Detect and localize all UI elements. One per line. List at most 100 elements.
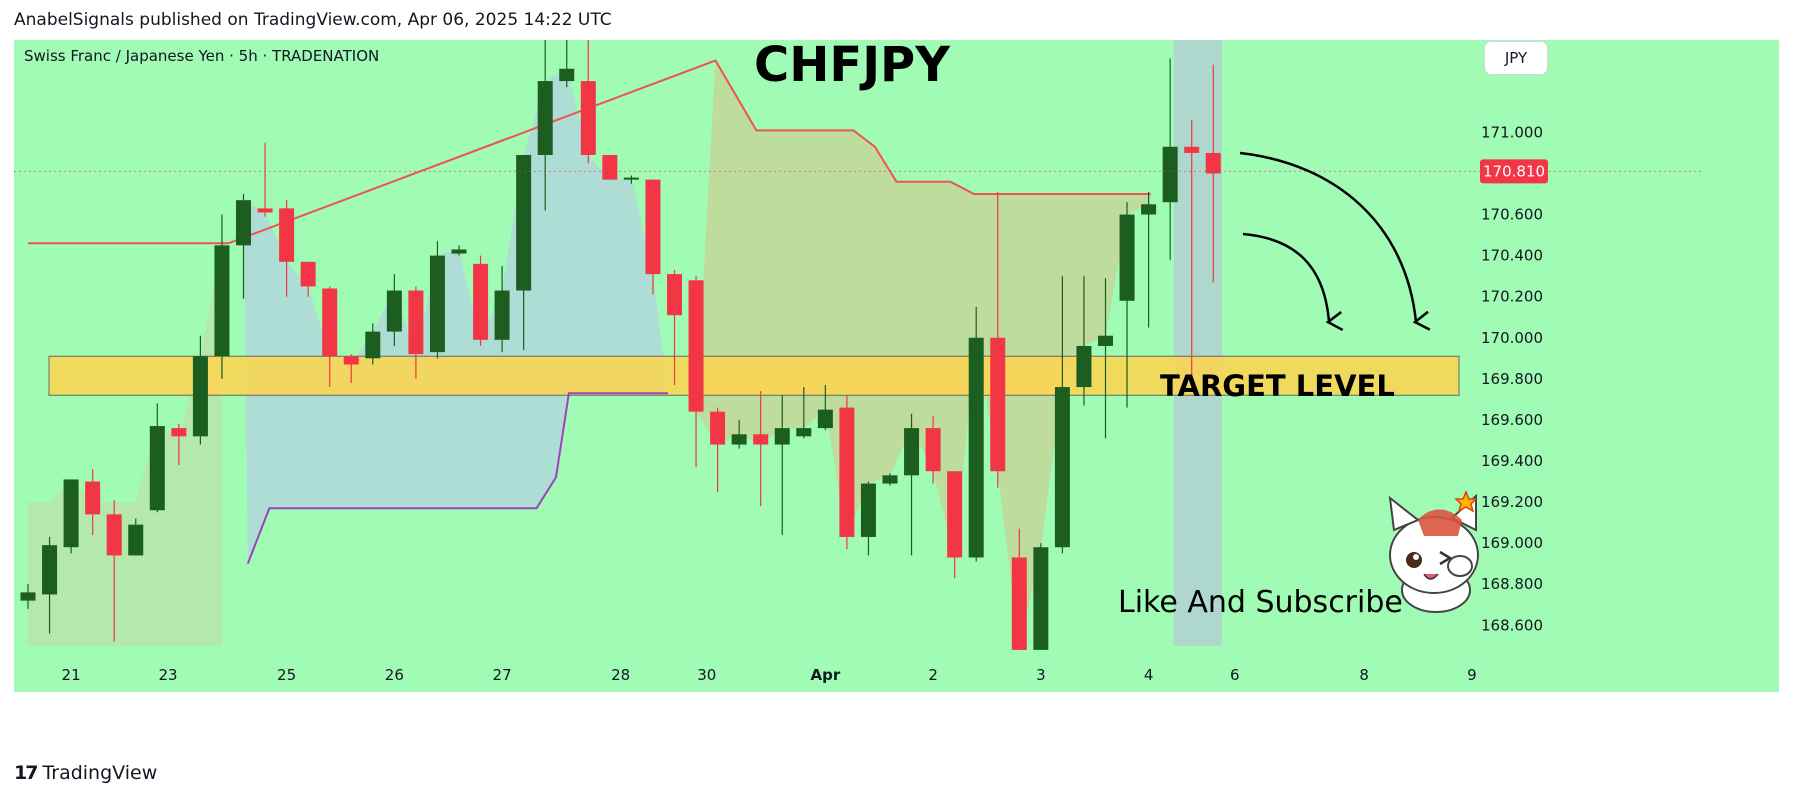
candle: [192, 335, 208, 445]
candle: [106, 499, 122, 642]
y-tick-label: 168.600: [1481, 616, 1543, 634]
currency-button[interactable]: JPY: [1485, 42, 1547, 74]
candle: [559, 40, 575, 88]
candle-body: [1076, 345, 1092, 388]
candle-body: [300, 261, 316, 287]
candle: [171, 424, 187, 466]
candle: [947, 471, 963, 579]
target-zone-layer: [48, 355, 1460, 396]
candle-body: [214, 245, 230, 357]
candle-body: [257, 208, 273, 213]
candle-body: [1205, 152, 1221, 174]
candle-body: [990, 337, 1006, 472]
candle-body: [1162, 146, 1178, 203]
candle: [710, 407, 726, 492]
candle: [1162, 58, 1178, 260]
candle: [731, 419, 747, 449]
candle: [343, 354, 359, 383]
target-level-label: TARGET LEVEL: [1160, 369, 1395, 403]
candle-body: [63, 479, 79, 548]
candle-body: [516, 154, 532, 291]
x-tick-label: 27: [493, 666, 512, 684]
candle: [128, 518, 144, 556]
y-tick-label: 169.600: [1481, 411, 1543, 429]
x-tick-label: 8: [1359, 666, 1369, 684]
y-tick-label: 169.800: [1481, 370, 1543, 388]
curved-arrow-long: [1239, 151, 1416, 322]
x-tick-label: 3: [1036, 666, 1046, 684]
candle: [279, 200, 295, 297]
candle-body: [774, 428, 790, 445]
candle-body: [1011, 557, 1027, 650]
candle: [63, 479, 79, 554]
candle-body: [623, 177, 639, 180]
x-tick-label: 26: [385, 666, 404, 684]
y-tick-label: 169.000: [1481, 534, 1543, 552]
support-line: [246, 392, 669, 565]
candle-body: [494, 290, 510, 340]
like-subscribe-label: Like And Subscribe: [1118, 585, 1403, 620]
candle-body: [1098, 335, 1113, 346]
candle: [925, 415, 941, 484]
candle-body: [559, 68, 575, 82]
candle: [1119, 202, 1135, 408]
candle-body: [1141, 204, 1157, 215]
y-tick-label: 168.800: [1481, 575, 1543, 593]
candle: [1011, 528, 1027, 650]
candle: [408, 286, 424, 379]
y-tick-label: 170.000: [1481, 329, 1543, 347]
curved-arrow-short: [1242, 232, 1329, 322]
candle: [968, 306, 984, 562]
x-tick-label: 25: [277, 666, 296, 684]
candle: [860, 481, 876, 556]
arrows-layer: [1239, 151, 1416, 322]
x-tick-label: Apr: [810, 666, 840, 684]
candle-body: [42, 545, 58, 595]
candle: [753, 391, 769, 507]
candle: [645, 179, 661, 295]
candle: [623, 175, 639, 184]
candle: [817, 384, 833, 431]
candle-body: [20, 592, 36, 601]
x-tick-label: 21: [62, 666, 81, 684]
candle: [473, 255, 489, 346]
candle-body: [386, 290, 402, 332]
candle-body: [429, 255, 445, 353]
candle-body: [1184, 146, 1200, 153]
y-axis: 171.000170.800170.600170.400170.200170.0…: [1480, 123, 1548, 634]
cat-sticker: [1388, 490, 1479, 613]
candle-body: [365, 331, 381, 359]
tradingview-logo[interactable]: 17 TradingView: [14, 760, 157, 786]
candle-body: [731, 434, 747, 445]
candle: [537, 40, 553, 211]
candle-body: [667, 274, 682, 316]
candle-body: [85, 481, 101, 515]
candle: [322, 286, 338, 388]
tradingview-brand: TradingView: [42, 762, 158, 784]
chart-frame[interactable]: 171.000170.800170.600170.400170.200170.0…: [14, 40, 1779, 744]
candle: [688, 276, 704, 468]
currency-label: JPY: [1504, 49, 1528, 67]
published-line: AnabelSignals published on TradingView.c…: [14, 10, 612, 30]
candle: [1184, 120, 1200, 385]
candle: [990, 191, 1006, 488]
candle-body: [279, 208, 295, 262]
candle-body: [343, 356, 359, 365]
candle-body: [839, 407, 855, 537]
candle-body: [904, 428, 920, 476]
target-zone: [48, 355, 1460, 396]
candle-body: [968, 337, 984, 558]
chart-title: CHFJPY: [754, 40, 951, 93]
candle-body: [1119, 214, 1135, 301]
highlight-column: [1173, 40, 1222, 646]
candle: [236, 194, 251, 299]
candle: [580, 40, 596, 164]
candle: [451, 245, 467, 256]
candle-body: [882, 475, 898, 484]
candle-body: [1054, 387, 1070, 548]
resistance-fill: [696, 60, 1151, 650]
y-tick-label: 171.000: [1481, 123, 1543, 141]
candle: [214, 214, 230, 379]
candle: [1033, 543, 1049, 650]
x-tick-label: 9: [1467, 666, 1477, 684]
